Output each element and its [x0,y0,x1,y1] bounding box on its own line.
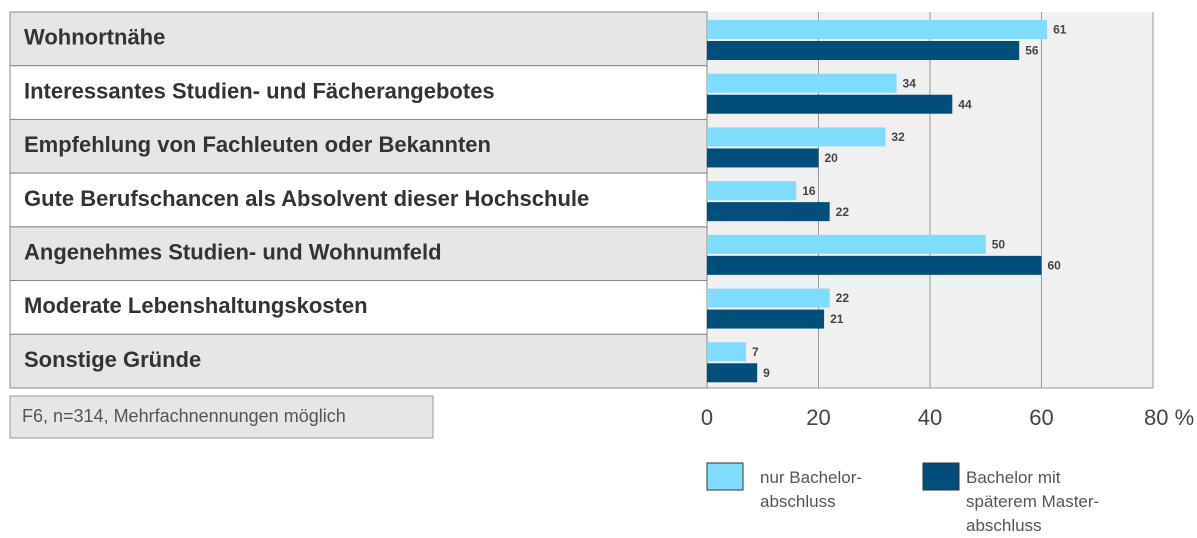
data-label: 61 [1053,23,1067,37]
category-label: Sonstige Gründe [24,347,201,372]
bar [707,288,830,308]
bar [707,234,986,254]
bar [707,309,825,329]
x-tick-label: 40 [918,405,942,430]
data-label: 34 [903,76,917,90]
category-box [9,226,708,282]
data-label: 50 [992,238,1006,252]
x-tick-label: 60 [1029,405,1053,430]
category-label: Interessantes Studien- und Fächerangebot… [24,78,495,103]
bar [707,127,886,147]
data-label: 16 [802,184,816,198]
bar [707,20,1048,39]
data-label: 44 [958,97,972,111]
legend-swatch [706,462,744,491]
bar [707,148,819,168]
bar [707,342,747,362]
bar [707,181,797,201]
data-label: 21 [830,312,844,326]
category-box [9,280,708,335]
note: F6, n=314, Mehrfachnennungen möglich [22,406,346,426]
x-tick-label: 0 [701,405,713,430]
x-tick-label: 20 [806,405,830,430]
bar [707,202,830,222]
data-label: 22 [836,291,850,305]
bar [707,73,897,93]
bar [707,41,1020,60]
legend-label: Bachelor mit späterem Master- abschluss [966,468,1100,535]
category-label: Wohnortnähe [24,25,165,50]
data-label: 20 [825,151,839,165]
data-label: 60 [1048,259,1062,273]
legend-swatch [922,462,960,491]
data-label: 56 [1025,44,1039,58]
x-tick-label: 80 % [1144,405,1194,430]
data-label: 32 [891,130,905,144]
legend-label: nur Bachelor- abschluss [760,468,863,511]
data-label: 22 [836,205,850,219]
category-box [9,333,708,389]
category-label: Moderate Lebenshaltungskosten [24,293,368,318]
bar [707,255,1042,275]
data-label: 7 [752,345,759,359]
category-label: Empfehlung von Fachleuten oder Bekannten [24,132,491,157]
data-label: 9 [763,366,770,380]
bar [707,363,758,383]
category-label: Angenehmes Studien- und Wohnumfeld [24,240,442,265]
bar [707,94,953,114]
category-label: Gute Berufschancen als Absolvent dieser … [24,186,589,211]
note-box [9,395,434,439]
